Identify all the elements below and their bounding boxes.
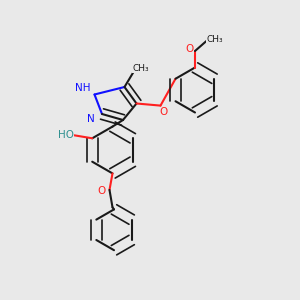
Text: HO: HO (58, 130, 74, 140)
Text: O: O (98, 186, 106, 197)
Text: NH: NH (75, 83, 91, 94)
Text: CH₃: CH₃ (133, 64, 149, 73)
Text: O: O (185, 44, 193, 55)
Text: N: N (87, 114, 94, 124)
Text: CH₃: CH₃ (206, 34, 223, 43)
Text: O: O (159, 107, 168, 117)
